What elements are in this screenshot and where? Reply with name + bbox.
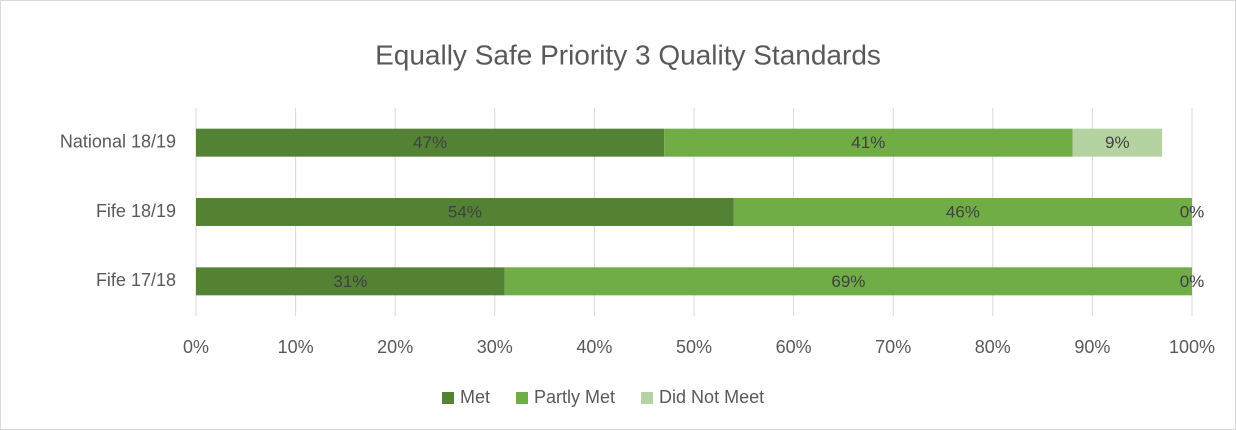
legend-swatch [516, 392, 529, 404]
data-label: 0% [1180, 202, 1205, 221]
data-label: 9% [1105, 133, 1130, 152]
y-tick-label: Fife 18/19 [96, 201, 176, 221]
x-tick-label: 60% [776, 337, 812, 357]
y-tick-label: National 18/19 [60, 131, 176, 151]
legend-swatch [442, 392, 454, 404]
legend-label: Met [460, 387, 490, 407]
x-tick-label: 80% [975, 337, 1011, 357]
x-tick-label: 70% [875, 337, 911, 357]
data-label: 0% [1180, 272, 1205, 291]
data-label: 46% [946, 202, 980, 221]
bar-segment [196, 128, 665, 157]
x-tick-label: 10% [278, 337, 314, 357]
x-tick-label: 20% [377, 337, 413, 357]
bar-segment [733, 198, 1192, 226]
data-label: 31% [333, 272, 367, 291]
legend-swatch [641, 392, 654, 404]
legend-label: Did Not Meet [659, 387, 764, 407]
x-tick-label: 0% [183, 337, 209, 357]
data-label: 47% [413, 133, 447, 152]
bar-segment [664, 128, 1073, 157]
y-tick-label: Fife 17/18 [96, 270, 176, 290]
bar-segment [196, 198, 734, 226]
x-tick-label: 90% [1074, 337, 1110, 357]
legend-label: Partly Met [534, 387, 615, 407]
bar-segment [196, 267, 505, 296]
data-label: 69% [831, 272, 865, 291]
data-label: 54% [448, 202, 482, 221]
x-tick-label: 40% [576, 337, 612, 357]
bar-segment [504, 267, 1192, 296]
data-label: 41% [851, 133, 885, 152]
chart-title: Equally Safe Priority 3 Quality Standard… [375, 39, 881, 70]
bar-segment [1072, 128, 1163, 157]
x-tick-label: 100% [1169, 337, 1215, 357]
x-tick-label: 50% [676, 337, 712, 357]
x-tick-label: 30% [477, 337, 513, 357]
